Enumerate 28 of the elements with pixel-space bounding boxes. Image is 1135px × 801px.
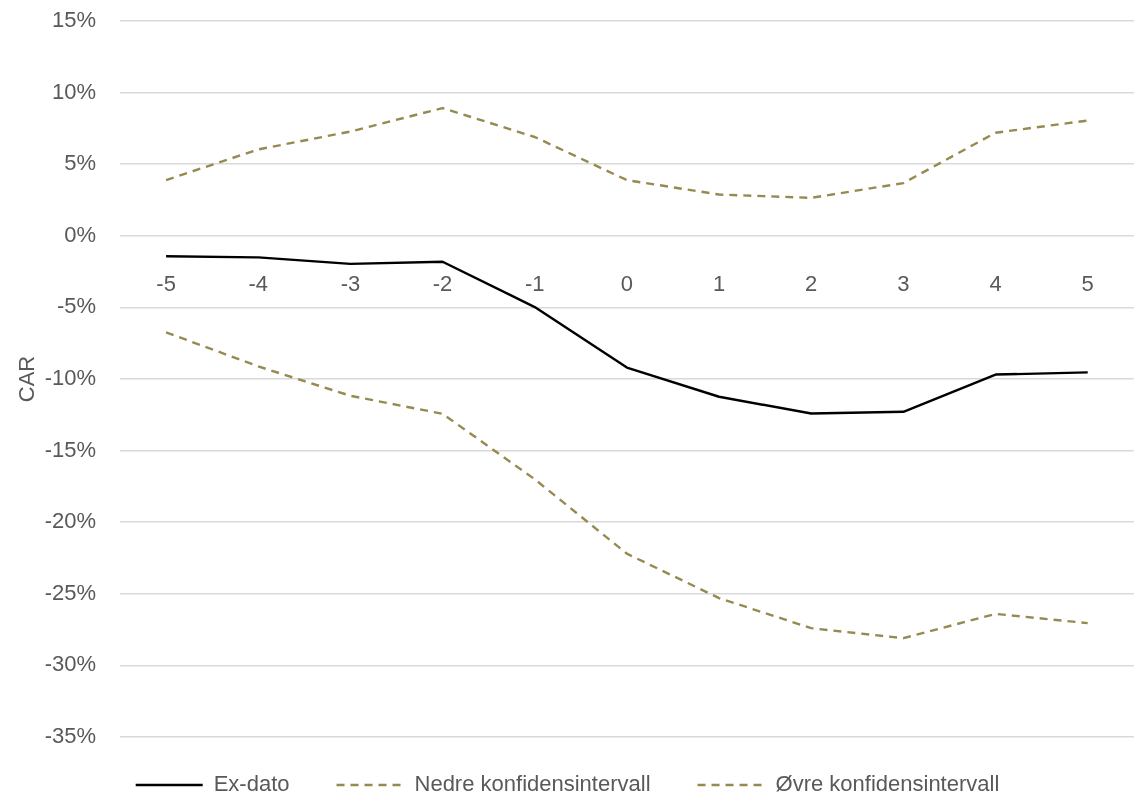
y-tick-label: -35% xyxy=(44,723,96,749)
y-tick-label: 0% xyxy=(64,221,96,247)
legend-label: Ex-dato xyxy=(213,771,290,797)
x-tick-label: -3 xyxy=(340,271,361,297)
y-tick-label: -10% xyxy=(44,365,96,391)
y-tick-label: -5% xyxy=(56,293,96,319)
y-tick-label: -20% xyxy=(44,508,96,534)
x-tick-label: 1 xyxy=(712,271,726,297)
line-series xyxy=(164,106,1089,200)
legend-label: Øvre konfidensintervall xyxy=(775,771,1000,797)
x-tick-label: 5 xyxy=(1081,271,1094,297)
y-tick-label: 10% xyxy=(51,78,96,104)
line-series xyxy=(164,331,1089,640)
y-tick-label: 5% xyxy=(64,150,96,176)
x-tick-label: 4 xyxy=(989,271,1002,297)
x-tick-label: 0 xyxy=(620,271,634,297)
x-tick-label: 3 xyxy=(897,271,910,297)
x-tick-label: 2 xyxy=(805,271,818,297)
y-tick-label: -25% xyxy=(44,579,96,605)
x-tick-label: -5 xyxy=(156,271,176,297)
x-tick-label: -1 xyxy=(524,271,545,297)
y-tick-label: -15% xyxy=(44,436,96,462)
y-axis-title: CAR xyxy=(14,355,40,403)
x-tick-label: -2 xyxy=(432,271,453,297)
y-tick-label: 15% xyxy=(51,7,96,33)
x-tick-label: -4 xyxy=(248,271,269,297)
legend-label: Nedre konfidensintervall xyxy=(414,771,651,797)
y-tick-label: -30% xyxy=(44,651,96,677)
